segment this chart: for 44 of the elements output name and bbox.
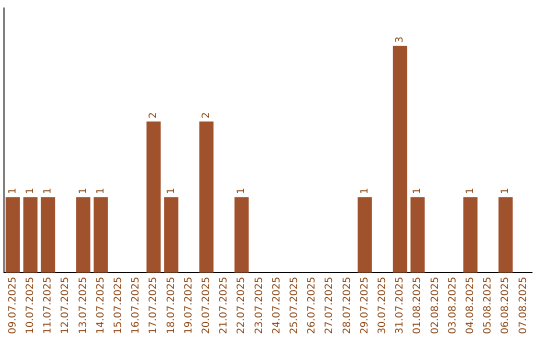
x-tick-label: 06.08.2025 <box>500 276 512 334</box>
data-label: 1 <box>236 188 248 194</box>
x-tick-label: 18.07.2025 <box>166 276 177 334</box>
data-label: 1 <box>500 188 512 194</box>
data-label: 1 <box>95 188 106 194</box>
x-tick-label: 19.07.2025 <box>183 276 194 334</box>
x-tick-label: 09.07.2025 <box>7 276 18 334</box>
x-tick-label: 22.07.2025 <box>236 276 248 334</box>
data-label: 3 <box>394 36 406 43</box>
data-label: 2 <box>200 112 212 118</box>
x-tick-label: 16.07.2025 <box>130 276 142 334</box>
data-label: 1 <box>412 188 424 194</box>
x-tick-label: 29.07.2025 <box>359 276 370 334</box>
x-tick-label: 17.07.2025 <box>148 276 160 334</box>
data-label: 1 <box>359 188 370 194</box>
x-tick-label: 12.07.2025 <box>60 276 72 334</box>
x-tick-label: 13.07.2025 <box>78 276 89 334</box>
x-tick-label: 28.07.2025 <box>342 276 353 334</box>
data-label: 1 <box>7 188 18 194</box>
x-tick-label: 21.07.2025 <box>218 276 230 334</box>
x-tick-label: 30.07.2025 <box>376 276 388 334</box>
x-tick-label: 15.07.2025 <box>112 276 124 334</box>
x-tick-label: 05.08.2025 <box>482 276 494 334</box>
data-label: 2 <box>148 112 160 118</box>
x-tick-label: 25.07.2025 <box>288 276 300 334</box>
x-tick-label: 01.08.2025 <box>412 276 424 334</box>
x-tick-label: 02.08.2025 <box>430 276 441 334</box>
data-label: 1 <box>78 188 89 194</box>
data-label: 1 <box>24 188 36 194</box>
x-tick-label: 04.08.2025 <box>464 276 476 334</box>
x-tick-label: 07.08.2025 <box>518 276 529 334</box>
x-tick-label: 14.07.2025 <box>95 276 106 334</box>
x-tick-label: 10.07.2025 <box>24 276 36 334</box>
x-tick-label: 27.07.2025 <box>324 276 336 334</box>
data-label: 1 <box>42 188 54 194</box>
x-tick-label: 11.07.2025 <box>42 276 54 334</box>
x-tick-label: 03.08.2025 <box>447 276 458 334</box>
x-tick-label: 24.07.2025 <box>271 276 282 334</box>
data-label: 1 <box>464 188 476 194</box>
x-tick-label: 23.07.2025 <box>254 276 265 334</box>
x-tick-label: 31.07.2025 <box>394 276 406 334</box>
x-tick-label: 20.07.2025 <box>200 276 212 334</box>
data-label: 1 <box>166 188 177 194</box>
x-tick-label: 26.07.2025 <box>306 276 318 334</box>
